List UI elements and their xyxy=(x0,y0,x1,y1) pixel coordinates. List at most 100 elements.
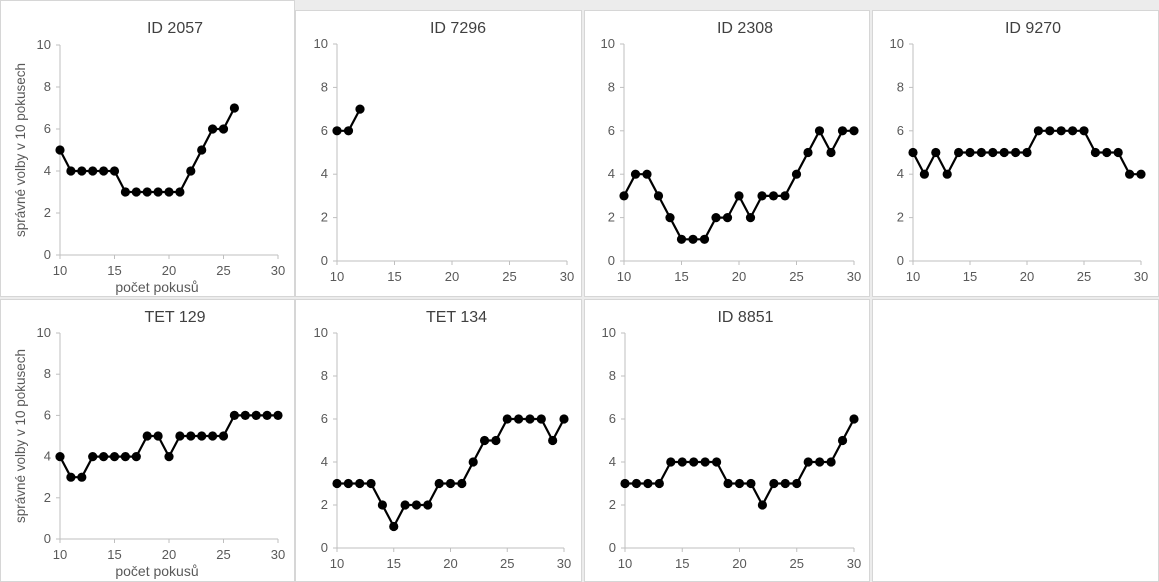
x-tick-label: 30 xyxy=(560,269,574,284)
data-point xyxy=(1045,126,1055,136)
y-tick-label: 2 xyxy=(609,497,616,512)
data-point xyxy=(142,187,152,197)
data-point xyxy=(769,478,779,489)
data-point xyxy=(931,147,941,158)
data-point xyxy=(66,472,76,482)
data-point xyxy=(88,166,98,176)
data-point xyxy=(99,452,109,462)
y-tick-label: 2 xyxy=(608,210,615,225)
y-tick-label: 8 xyxy=(897,79,904,94)
data-point xyxy=(514,414,524,424)
data-point xyxy=(711,213,721,223)
data-point xyxy=(734,191,744,201)
y-axis-label: správné volby v 10 pokusech xyxy=(13,63,28,237)
y-tick-label: 10 xyxy=(314,325,328,340)
x-tick-label: 25 xyxy=(500,556,514,571)
data-point xyxy=(815,457,825,467)
y-tick-label: 0 xyxy=(609,540,616,555)
data-point xyxy=(976,147,986,158)
data-point xyxy=(218,124,229,134)
data-point xyxy=(240,410,250,420)
y-tick-label: 6 xyxy=(897,123,904,138)
x-tick-label: 15 xyxy=(387,556,401,571)
data-point xyxy=(423,500,433,510)
x-tick-label: 15 xyxy=(675,556,689,571)
data-point xyxy=(197,145,207,155)
chart-title: TET 134 xyxy=(426,309,487,326)
y-tick-label: 2 xyxy=(44,490,51,505)
data-point xyxy=(332,126,342,136)
x-tick-label: 30 xyxy=(847,269,861,284)
x-tick-label: 20 xyxy=(443,556,457,571)
data-point xyxy=(654,478,664,489)
data-point xyxy=(1079,126,1089,136)
x-tick-label: 30 xyxy=(557,556,571,571)
chart-id-8851: ID 8851 0 2 4 6 8 10 10 15 20 25 30 xyxy=(602,309,862,571)
data-point xyxy=(109,452,120,462)
x-tick-label: 25 xyxy=(502,269,516,284)
data-point xyxy=(164,452,174,462)
data-point xyxy=(653,191,664,201)
data-point xyxy=(1033,126,1043,136)
data-point xyxy=(502,414,512,424)
empty-panel xyxy=(872,299,1159,582)
data-point xyxy=(99,166,109,176)
data-point xyxy=(1011,147,1021,158)
data-point xyxy=(559,414,569,424)
data-point xyxy=(666,457,676,467)
data-point xyxy=(186,166,196,176)
data-point xyxy=(411,500,422,510)
x-tick-label: 15 xyxy=(387,269,401,284)
y-tick-label: 8 xyxy=(44,366,51,381)
x-tick-label: 25 xyxy=(216,263,230,278)
data-point xyxy=(1068,126,1078,136)
chart-title: ID 2308 xyxy=(717,20,773,37)
x-tick-label: 30 xyxy=(271,263,285,278)
chart-id-2308: ID 2308 0 2 4 6 8 10 10 15 20 25 30 xyxy=(601,20,862,284)
data-point xyxy=(142,431,152,441)
series-line xyxy=(59,414,278,479)
data-point xyxy=(965,147,975,158)
chart-panel-id-7296: ID 7296 0 2 4 6 8 10 10 15 20 25 30 xyxy=(295,10,582,297)
data-point xyxy=(746,478,756,489)
data-point xyxy=(988,147,998,158)
chart-panel-id-2057: ID 2057 0 2 4 6 8 10 10 15 20 25 30 správné volby v … xyxy=(0,0,295,297)
data-point xyxy=(722,213,733,223)
data-point xyxy=(619,191,629,201)
data-point xyxy=(366,478,376,489)
chart-id-2057: ID 2057 0 2 4 6 8 10 10 15 20 25 30 správné volby v … xyxy=(13,20,285,295)
data-point xyxy=(457,478,467,489)
data-point xyxy=(66,166,76,176)
data-point xyxy=(197,431,207,441)
data-point xyxy=(849,126,859,136)
y-tick-label: 8 xyxy=(321,368,328,383)
y-tick-label: 6 xyxy=(321,411,328,426)
x-tick-label: 20 xyxy=(1020,269,1034,284)
data-point xyxy=(780,478,790,489)
data-point xyxy=(780,191,790,201)
data-point xyxy=(434,478,444,489)
data-point xyxy=(999,147,1009,158)
chart-id-7296: ID 7296 0 2 4 6 8 10 10 15 20 25 30 xyxy=(314,20,575,284)
y-tick-label: 6 xyxy=(44,407,51,422)
data-point xyxy=(699,234,710,244)
data-point xyxy=(643,478,653,489)
data-point xyxy=(700,457,710,467)
data-point xyxy=(273,410,283,420)
y-tick-label: 6 xyxy=(321,123,328,138)
chart-tet-134: TET 134 0 2 4 6 8 10 10 15 20 25 30 xyxy=(314,309,572,571)
data-point xyxy=(131,187,141,197)
x-tick-label: 10 xyxy=(53,547,67,562)
data-point xyxy=(175,187,185,197)
data-point xyxy=(1090,147,1100,158)
data-point xyxy=(792,478,802,489)
chart-panel-tet-134: TET 134 0 2 4 6 8 10 10 15 20 25 30 xyxy=(295,299,582,582)
chart-panel-id-9270: ID 9270 0 2 4 6 8 10 10 15 20 25 30 xyxy=(872,10,1159,297)
data-point xyxy=(849,414,859,424)
data-point xyxy=(389,521,399,532)
y-tick-label: 4 xyxy=(44,449,51,464)
data-point xyxy=(826,147,836,158)
x-tick-label: 10 xyxy=(330,556,344,571)
data-point xyxy=(734,478,745,489)
data-point xyxy=(262,410,272,420)
